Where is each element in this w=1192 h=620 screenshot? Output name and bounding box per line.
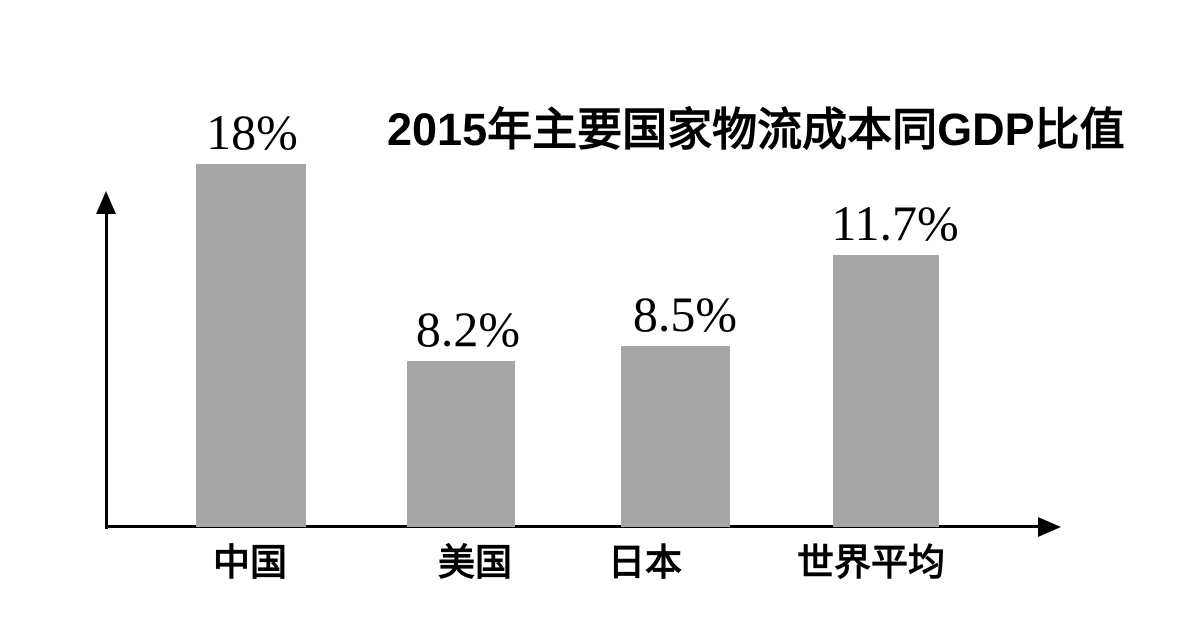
y-axis-line (105, 208, 108, 529)
y-axis-arrowhead-icon (96, 191, 116, 214)
value-label-world-average: 11.7% (831, 195, 959, 251)
category-label-japan: 日本 (608, 542, 682, 583)
bar-world-average (833, 255, 939, 527)
bar-china (196, 164, 306, 527)
value-label-usa: 8.2% (415, 301, 521, 357)
x-axis-line (105, 525, 1041, 528)
value-label-china: 18% (206, 104, 298, 160)
category-label-china: 中国 (213, 542, 287, 583)
value-label-japan: 8.5% (632, 286, 738, 342)
category-label-usa: 美国 (438, 542, 512, 583)
category-label-world-average: 世界平均 (797, 542, 945, 583)
bar-usa (407, 361, 515, 527)
x-axis-arrowhead-icon (1038, 517, 1061, 537)
chart-title: 2015年主要国家物流成本同GDP比值 (387, 104, 1125, 155)
bar-japan (621, 346, 730, 527)
